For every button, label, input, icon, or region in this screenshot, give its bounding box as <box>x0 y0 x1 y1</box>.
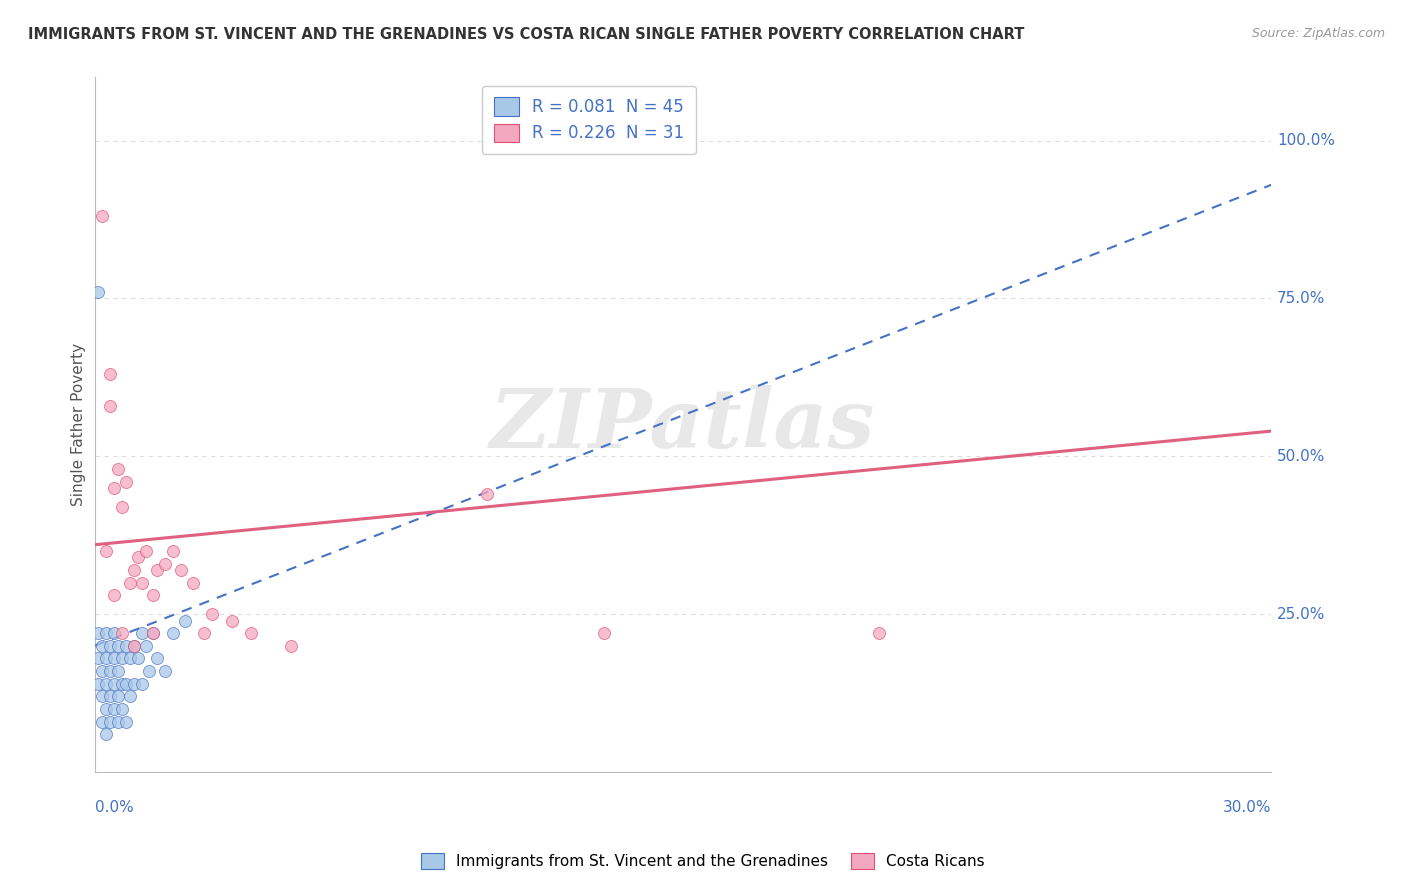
Point <box>96 676 118 690</box>
Point <box>96 727 118 741</box>
Point <box>115 475 138 489</box>
Text: ZIPatlas: ZIPatlas <box>491 384 876 465</box>
Point <box>91 210 114 224</box>
Point <box>111 626 134 640</box>
Point <box>87 651 110 665</box>
Point <box>107 664 129 678</box>
Point <box>103 676 125 690</box>
Point <box>98 399 121 413</box>
Point <box>142 588 165 602</box>
Point <box>111 676 134 690</box>
Point <box>118 690 141 704</box>
Text: 0.0%: 0.0% <box>94 800 134 815</box>
Point <box>146 563 169 577</box>
Point <box>868 626 890 640</box>
Point <box>107 462 129 476</box>
Point <box>153 664 176 678</box>
Point <box>91 639 114 653</box>
Text: 75.0%: 75.0% <box>1277 291 1326 306</box>
Text: 100.0%: 100.0% <box>1277 133 1336 148</box>
Text: 30.0%: 30.0% <box>1223 800 1271 815</box>
Y-axis label: Single Father Poverty: Single Father Poverty <box>72 343 86 507</box>
Point <box>111 702 134 716</box>
Point <box>122 639 145 653</box>
Point <box>91 664 114 678</box>
Point <box>131 626 153 640</box>
Point <box>593 626 616 640</box>
Point <box>280 639 302 653</box>
Point <box>122 639 145 653</box>
Point <box>173 614 195 628</box>
Text: Source: ZipAtlas.com: Source: ZipAtlas.com <box>1251 27 1385 40</box>
Point <box>122 563 145 577</box>
Point <box>98 664 121 678</box>
Point <box>111 651 134 665</box>
Point <box>96 626 118 640</box>
Point <box>111 500 134 514</box>
Point <box>87 285 110 300</box>
Point <box>91 714 114 729</box>
Point <box>131 575 153 590</box>
Point <box>98 714 121 729</box>
Legend: Immigrants from St. Vincent and the Grenadines, Costa Ricans: Immigrants from St. Vincent and the Gren… <box>415 847 991 875</box>
Point <box>115 676 138 690</box>
Point <box>98 639 121 653</box>
Point <box>475 487 498 501</box>
Point <box>103 588 125 602</box>
Point <box>122 676 145 690</box>
Point <box>98 368 121 382</box>
Point <box>87 676 110 690</box>
Text: 50.0%: 50.0% <box>1277 449 1326 464</box>
Legend: R = 0.081  N = 45, R = 0.226  N = 31: R = 0.081 N = 45, R = 0.226 N = 31 <box>482 86 696 154</box>
Point <box>142 626 165 640</box>
Point <box>91 690 114 704</box>
Point <box>98 690 121 704</box>
Point <box>131 676 153 690</box>
Point <box>127 550 149 565</box>
Point <box>107 690 129 704</box>
Point <box>127 651 149 665</box>
Point <box>138 664 160 678</box>
Point <box>96 651 118 665</box>
Point <box>201 607 224 622</box>
Point <box>107 639 129 653</box>
Point <box>135 544 157 558</box>
Point <box>107 714 129 729</box>
Point <box>240 626 263 640</box>
Point <box>170 563 193 577</box>
Point <box>142 626 165 640</box>
Point <box>146 651 169 665</box>
Point <box>135 639 157 653</box>
Point <box>162 626 184 640</box>
Point <box>96 702 118 716</box>
Point <box>118 651 141 665</box>
Point <box>221 614 243 628</box>
Point <box>193 626 215 640</box>
Text: IMMIGRANTS FROM ST. VINCENT AND THE GRENADINES VS COSTA RICAN SINGLE FATHER POVE: IMMIGRANTS FROM ST. VINCENT AND THE GREN… <box>28 27 1025 42</box>
Point <box>96 544 118 558</box>
Point <box>103 651 125 665</box>
Point <box>115 639 138 653</box>
Point <box>118 575 141 590</box>
Point <box>103 626 125 640</box>
Point <box>153 557 176 571</box>
Point <box>87 626 110 640</box>
Point <box>181 575 204 590</box>
Point <box>162 544 184 558</box>
Point <box>115 714 138 729</box>
Point <box>103 481 125 495</box>
Point <box>103 702 125 716</box>
Text: 25.0%: 25.0% <box>1277 607 1326 622</box>
